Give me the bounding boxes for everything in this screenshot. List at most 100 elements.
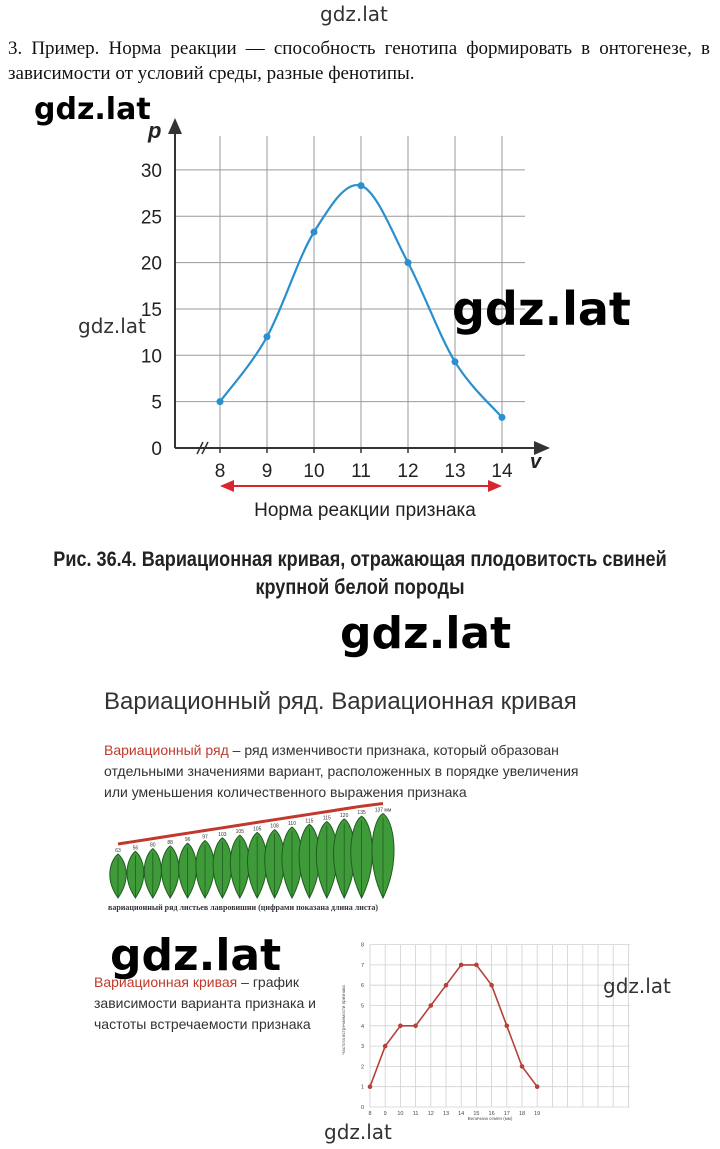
- small-data-point: [398, 1023, 403, 1029]
- leaf-length-value: 115: [323, 816, 331, 822]
- main-y-tick-label: 0: [151, 439, 162, 460]
- small-data-point: [489, 982, 494, 988]
- leaf-length-value: 115: [305, 818, 313, 824]
- main-y-tick-label: 5: [151, 393, 162, 414]
- watermark-lower-left: gdz.lat: [110, 930, 282, 981]
- reaction-norm-arrow: [220, 480, 502, 492]
- main-x-tick-label: 9: [262, 461, 273, 482]
- main-data-point: [498, 413, 506, 421]
- small-data-point: [519, 1064, 525, 1069]
- leaf-length-value: 56: [133, 845, 139, 851]
- small-y-tick-label: 8: [361, 943, 364, 949]
- leaf-length-value: 96: [185, 837, 191, 843]
- small-chart-x-ticks: 8 9 10 11 12 13 14 15 16 17 18 19: [368, 1111, 540, 1117]
- main-chart: 0 5 10 15 20 25 30 8 9 10 11 12 13 14 p v Норма реак…: [141, 118, 550, 521]
- leaf-length-values: 63 56 80 88 96 97 103 105 105 108 110 115 115 120 135 1…: [115, 808, 392, 855]
- main-data-point: [357, 182, 365, 190]
- main-x-tick-label: 14: [491, 461, 513, 482]
- variation-curve-definition: Вариационная кривая – график зависимости…: [94, 972, 324, 1035]
- small-data-point: [534, 1084, 540, 1089]
- watermark-chart-left-small: gdz.lat: [78, 314, 146, 338]
- reaction-norm-arrow-left: [220, 480, 234, 492]
- watermark-middle: gdz.lat: [340, 608, 512, 659]
- small-x-tick-label: 11: [413, 1111, 419, 1117]
- leaf-length-value: 88: [167, 840, 173, 846]
- main-y-tick-label: 10: [141, 346, 162, 367]
- main-data-point: [451, 358, 459, 366]
- small-chart-y-ticks: 0 1 2 3 4 5 6 7 8: [361, 943, 364, 1111]
- figure-caption-line2: крупной белой породы: [255, 576, 465, 599]
- leaf-length-value: 105: [236, 829, 245, 835]
- main-chart-grid: [175, 136, 525, 448]
- small-y-tick-label: 3: [361, 1044, 364, 1050]
- main-data-point: [310, 228, 318, 236]
- small-data-point: [458, 962, 464, 968]
- leaf-length-trend-line: [117, 802, 384, 846]
- main-x-tick-label: 11: [351, 461, 371, 482]
- leaf-length-value: 110: [288, 821, 296, 827]
- small-x-tick-label: 18: [519, 1111, 525, 1117]
- small-data-point: [443, 982, 449, 988]
- main-data-point: [216, 398, 224, 406]
- main-y-tick-label: 15: [141, 300, 162, 321]
- leaf-length-value: 103: [218, 832, 227, 838]
- main-x-tick-label: 12: [397, 461, 418, 482]
- small-data-point: [428, 1003, 434, 1008]
- variation-series-term: Вариационный ряд: [104, 742, 229, 758]
- leaf-length-value: 105: [253, 826, 262, 832]
- figure-caption: Рис. 36.4. Вариационная кривая, отражающ…: [50, 546, 669, 602]
- leaf-length-value: 137 мм: [375, 808, 392, 814]
- leaf-series-caption: вариационный ряд листьев лавровишни (циф…: [108, 903, 379, 912]
- main-x-axis-break: [196, 441, 209, 455]
- small-y-tick-label: 7: [361, 963, 364, 969]
- watermark-lower-right: gdz.lat: [603, 974, 671, 998]
- leaf-length-value: 135: [357, 810, 366, 816]
- small-y-tick-label: 1: [361, 1085, 364, 1091]
- small-chart-x-label: Величина семян (мм): [468, 1116, 513, 1121]
- small-chart-curve: [369, 964, 538, 1088]
- small-x-tick-label: 9: [384, 1111, 387, 1117]
- main-x-tick-label: 10: [303, 461, 324, 482]
- reaction-norm-arrow-right: [488, 480, 502, 492]
- main-data-point: [404, 259, 412, 267]
- main-x-axis-arrowhead: [534, 441, 550, 455]
- small-x-tick-label: 10: [397, 1111, 403, 1117]
- main-y-axis-arrowhead: [168, 118, 182, 134]
- small-x-tick-label: 12: [428, 1111, 434, 1117]
- main-chart-y-ticks: 0 5 10 15 20 25 30: [141, 161, 162, 460]
- main-chart-axes: [168, 118, 550, 455]
- small-chart-points: [367, 962, 540, 1089]
- watermark-chart-left: gdz.lat: [34, 92, 151, 127]
- main-x-tick-label: 8: [215, 461, 226, 482]
- main-y-tick-label: 20: [141, 254, 162, 275]
- small-x-tick-label: 14: [458, 1111, 464, 1117]
- main-data-point: [263, 333, 271, 341]
- small-x-tick-label: 17: [504, 1111, 510, 1117]
- small-y-tick-label: 5: [361, 1004, 364, 1010]
- slide-title: Вариационный ряд. Вариационная кривая: [104, 688, 577, 715]
- leaf-length-value: 120: [340, 813, 349, 819]
- main-chart-x-label: v: [530, 451, 543, 473]
- intro-text: 3. Пример. Норма реакции — способность г…: [8, 38, 710, 84]
- small-data-point: [367, 1084, 373, 1089]
- leaf-length-value: 80: [150, 843, 156, 849]
- small-x-tick-label: 13: [443, 1111, 449, 1117]
- watermark-chart-right: gdz.lat: [452, 282, 631, 336]
- small-x-tick-label: 15: [473, 1111, 479, 1117]
- watermark-bottom: gdz.lat: [324, 1120, 392, 1144]
- small-data-point: [474, 962, 479, 968]
- small-y-tick-label: 4: [361, 1024, 364, 1030]
- small-data-point: [413, 1023, 418, 1029]
- leaf-length-value: 63: [115, 848, 121, 854]
- reaction-norm-label: Норма реакции признака: [254, 500, 476, 521]
- small-x-tick-label: 19: [534, 1111, 540, 1117]
- figure-caption-line1: Рис. 36.4. Вариационная кривая, отражающ…: [53, 548, 667, 571]
- small-chart-y-label: Частота встречаемости признака: [341, 985, 346, 1055]
- small-y-tick-label: 0: [361, 1105, 364, 1111]
- small-data-point: [504, 1023, 510, 1029]
- main-y-tick-label: 25: [141, 207, 162, 228]
- small-x-tick-label: 16: [489, 1111, 495, 1117]
- leaf-row: [109, 812, 395, 900]
- leaf-length-value: 108: [270, 824, 279, 830]
